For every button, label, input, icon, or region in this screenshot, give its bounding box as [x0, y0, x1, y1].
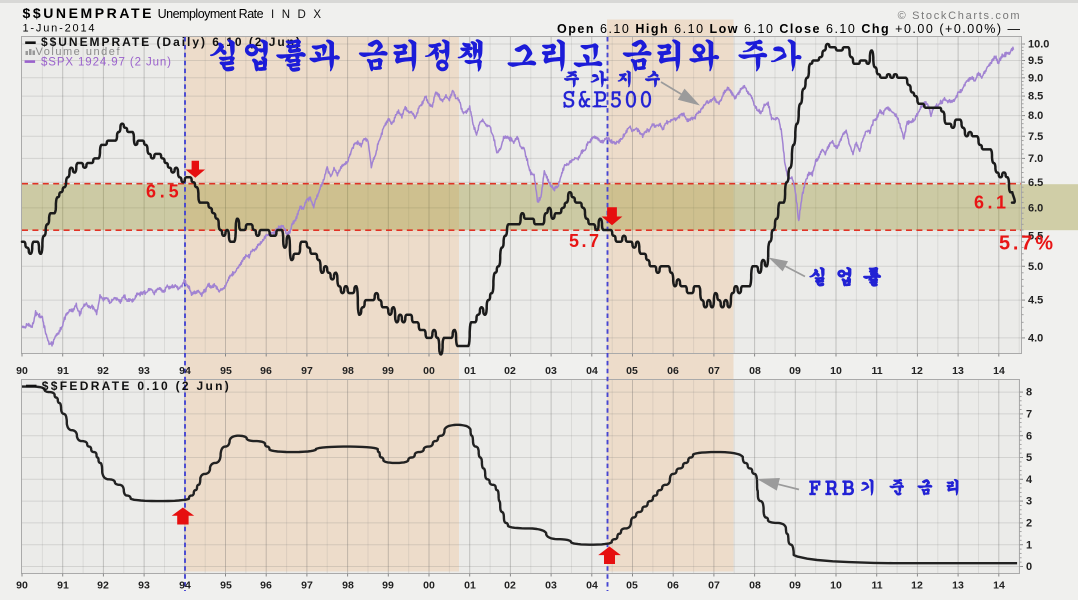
- svg-text:3: 3: [1026, 496, 1032, 508]
- svg-text:14: 14: [993, 365, 1005, 377]
- svg-text:13: 13: [952, 580, 964, 592]
- svg-text:90: 90: [16, 580, 28, 592]
- svg-text:7.5: 7.5: [1028, 131, 1043, 143]
- svg-text:8: 8: [1026, 387, 1032, 399]
- svg-text:91: 91: [57, 580, 69, 592]
- svg-text:04: 04: [586, 365, 598, 377]
- svg-text:5: 5: [1026, 452, 1032, 464]
- svg-text:93: 93: [138, 365, 150, 377]
- svg-text:97: 97: [301, 365, 313, 377]
- svg-text:05: 05: [626, 580, 638, 592]
- svg-text:5.7%: 5.7%: [999, 233, 1053, 255]
- svg-text:8.5: 8.5: [1028, 91, 1043, 103]
- svg-text:02: 02: [504, 580, 516, 592]
- svg-text:4.0: 4.0: [1028, 333, 1043, 345]
- svg-text:00: 00: [423, 365, 435, 377]
- svg-text:13: 13: [952, 365, 964, 377]
- svg-text:01: 01: [464, 365, 476, 377]
- svg-text:7.0: 7.0: [1028, 153, 1043, 165]
- svg-text:10: 10: [830, 365, 842, 377]
- svg-text:98: 98: [342, 580, 354, 592]
- svg-text:00: 00: [423, 580, 435, 592]
- svg-text:11: 11: [871, 580, 882, 592]
- svg-text:90: 90: [16, 365, 28, 377]
- svg-text:12: 12: [911, 365, 923, 377]
- svg-text:97: 97: [301, 580, 313, 592]
- svg-text:06: 06: [667, 365, 679, 377]
- svg-text:1-Jun-2014: 1-Jun-2014: [23, 23, 95, 35]
- svg-text:$SPX 1924.97 (2 Jun): $SPX 1924.97 (2 Jun): [41, 57, 171, 69]
- svg-text:2: 2: [1026, 518, 1032, 530]
- svg-text:95: 95: [220, 580, 232, 592]
- svg-text:5.0: 5.0: [1028, 261, 1043, 273]
- svg-text:09: 09: [789, 580, 801, 592]
- svg-text:94: 94: [179, 365, 191, 377]
- svg-text:03: 03: [545, 365, 557, 377]
- svg-text:91: 91: [57, 365, 69, 377]
- svg-text:08: 08: [749, 580, 761, 592]
- svg-text:$$UNEMPRATE (Daily) 6.10 (2 Ju: $$UNEMPRATE (Daily) 6.10 (2 Jun): [41, 35, 300, 49]
- svg-text:9.0: 9.0: [1028, 72, 1043, 84]
- svg-text:03: 03: [545, 580, 557, 592]
- svg-text:6.1: 6.1: [974, 193, 1006, 213]
- svg-text:09: 09: [789, 365, 801, 377]
- svg-text:14: 14: [993, 580, 1005, 592]
- svg-text:6: 6: [1026, 430, 1032, 442]
- svg-text:1: 1: [1026, 539, 1032, 551]
- svg-text:6.0: 6.0: [1028, 203, 1043, 215]
- svg-text:92: 92: [97, 365, 109, 377]
- svg-text:9.5: 9.5: [1028, 55, 1043, 67]
- svg-text:06: 06: [667, 580, 679, 592]
- svg-text:7: 7: [1026, 409, 1032, 421]
- svg-text:99: 99: [382, 365, 394, 377]
- svg-text:01: 01: [464, 580, 476, 592]
- svg-text:07: 07: [708, 365, 720, 377]
- svg-text:08: 08: [749, 365, 761, 377]
- svg-text:99: 99: [382, 580, 394, 592]
- svg-text:10.0: 10.0: [1028, 39, 1049, 51]
- svg-text:07: 07: [708, 580, 720, 592]
- svg-text:93: 93: [138, 580, 150, 592]
- svg-text:94: 94: [179, 580, 191, 592]
- svg-text:96: 96: [260, 580, 272, 592]
- svg-text:11: 11: [871, 365, 882, 377]
- svg-text:04: 04: [586, 580, 598, 592]
- svg-text:Unemployment Rate: Unemployment Rate: [158, 7, 264, 21]
- svg-text:92: 92: [97, 580, 109, 592]
- svg-text:05: 05: [626, 365, 638, 377]
- svg-text:5.7: 5.7: [569, 231, 599, 251]
- svg-text:95: 95: [220, 365, 232, 377]
- svg-text:96: 96: [260, 365, 272, 377]
- svg-text:4: 4: [1026, 474, 1033, 486]
- svg-text:10: 10: [830, 580, 842, 592]
- svg-text:8.0: 8.0: [1028, 110, 1043, 122]
- svg-text:02: 02: [504, 365, 516, 377]
- svg-text:0: 0: [1026, 561, 1032, 573]
- svg-text:4.5: 4.5: [1028, 295, 1043, 307]
- svg-text:98: 98: [342, 365, 354, 377]
- svg-text:6.5: 6.5: [1028, 177, 1043, 189]
- svg-text:12: 12: [911, 580, 923, 592]
- svg-text:6.5: 6.5: [146, 181, 179, 201]
